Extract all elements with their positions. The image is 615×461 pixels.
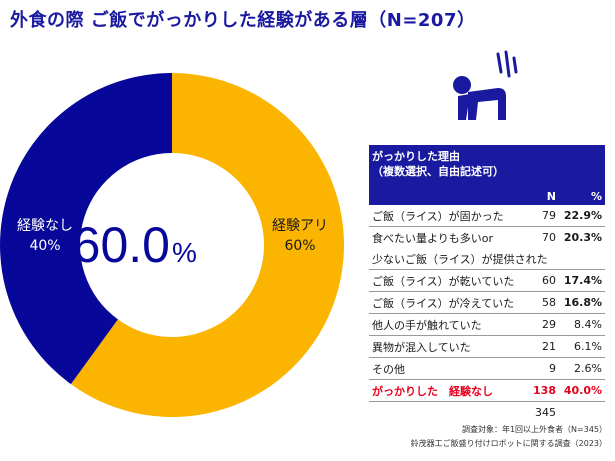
slice-pct-yes: 60% — [284, 238, 315, 254]
table-row-continuation: 少ないご飯（ライス）が提供された — [369, 248, 605, 270]
page-title: 外食の際 ご飯でがっかりした経験がある層（N=207） — [10, 10, 476, 31]
table-header-pct: % — [559, 187, 605, 205]
table-row: その他 9 2.6% — [369, 357, 605, 380]
survey-note: 調査対象：年1回以上外食者（N=345） — [461, 425, 607, 434]
table-row: ご飯（ライス）が冷えていた 58 16.8% — [369, 291, 605, 314]
donut-slice-0 — [70, 73, 344, 417]
donut-chart: 60.0 % 経験アリ 60% 経験なし 40% — [0, 73, 344, 417]
center-unit-label: % — [172, 237, 197, 268]
slice-pct-no: 40% — [29, 238, 60, 254]
slice-label-no: 経験なし — [17, 218, 73, 234]
table-row: 食べたい量よりも多いor 70 20.3% — [372, 231, 602, 245]
table-row: ご飯（ライス）が乾いていた 60 17.4% — [369, 269, 605, 292]
center-value-label: 60.0 — [73, 217, 170, 273]
slice-label-yes: 経験アリ — [272, 218, 328, 234]
table-row: 他人の手が触れていた 29 8.4% — [369, 313, 605, 336]
donut-slice-1 — [0, 73, 173, 385]
table-header-title: がっかりした理由 （複数選択、自由記述可） — [369, 145, 605, 187]
table-row: ご飯（ライス）が固かった 79 22.9% — [369, 205, 605, 227]
disappointed-person-icon — [448, 50, 538, 129]
table-row: 異物が混入していた 21 6.1% — [369, 335, 605, 358]
reason-table: がっかりした理由 （複数選択、自由記述可） N % ご飯（ライス）が固かった 79… — [369, 145, 605, 423]
source-note: 鈴茂器工ご飯盛り付けロボットに関する調査（2023） — [410, 439, 607, 448]
table-row-none: がっかりした 経験なし 138 40.0% — [369, 379, 605, 402]
table-row-total: 345 — [535, 406, 556, 419]
table-header-n: N — [527, 187, 559, 205]
